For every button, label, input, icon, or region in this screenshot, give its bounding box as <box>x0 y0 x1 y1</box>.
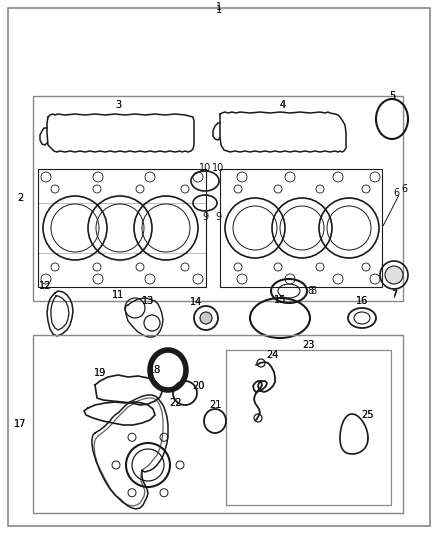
Text: 5: 5 <box>389 91 395 101</box>
Text: 3: 3 <box>115 100 121 110</box>
Text: 22: 22 <box>169 398 181 408</box>
Text: 13: 13 <box>142 296 154 306</box>
Text: 7: 7 <box>391 290 397 300</box>
Text: 10: 10 <box>212 163 224 173</box>
Text: 25: 25 <box>361 410 373 420</box>
Text: 2: 2 <box>17 193 23 203</box>
Text: 24: 24 <box>266 350 278 360</box>
Text: 10: 10 <box>199 163 211 173</box>
Text: 3: 3 <box>115 100 121 110</box>
Bar <box>226 350 391 505</box>
Text: 23: 23 <box>302 340 314 350</box>
Text: 15: 15 <box>274 295 286 305</box>
Text: 20: 20 <box>192 381 204 391</box>
Text: 6: 6 <box>393 188 399 198</box>
Text: 8: 8 <box>310 286 316 296</box>
Text: 23: 23 <box>302 340 314 350</box>
Text: 12: 12 <box>39 281 51 291</box>
Text: 15: 15 <box>274 295 286 305</box>
Text: 16: 16 <box>356 296 368 306</box>
Text: 25: 25 <box>361 410 373 420</box>
Bar <box>38 169 206 287</box>
Text: 4: 4 <box>280 100 286 110</box>
Text: 20: 20 <box>192 381 204 391</box>
Text: 14: 14 <box>190 297 202 307</box>
Text: 1: 1 <box>216 5 222 15</box>
Text: 19: 19 <box>94 368 106 378</box>
Text: 17: 17 <box>14 419 26 429</box>
Text: 11: 11 <box>112 290 124 300</box>
Text: 21: 21 <box>209 400 221 410</box>
Text: 16: 16 <box>356 296 368 306</box>
Text: 24: 24 <box>266 350 278 360</box>
Text: 9: 9 <box>215 212 221 222</box>
Text: 14: 14 <box>190 297 202 307</box>
Text: 1: 1 <box>216 2 222 12</box>
Text: 18: 18 <box>149 365 161 375</box>
Text: 12: 12 <box>39 281 51 291</box>
Ellipse shape <box>200 312 212 324</box>
Text: 4: 4 <box>280 100 286 110</box>
Text: 9: 9 <box>202 212 208 222</box>
Text: 11: 11 <box>112 290 124 300</box>
Text: 13: 13 <box>142 296 154 306</box>
Ellipse shape <box>385 266 403 284</box>
Bar <box>33 335 403 513</box>
Bar <box>33 96 403 301</box>
Text: 17: 17 <box>14 419 26 429</box>
Text: 7: 7 <box>391 288 397 298</box>
Text: 18: 18 <box>149 365 161 375</box>
Text: 19: 19 <box>94 368 106 378</box>
Text: 8: 8 <box>307 286 313 296</box>
Text: 2: 2 <box>17 193 23 203</box>
Bar <box>220 169 382 287</box>
Text: 6: 6 <box>401 184 407 194</box>
Text: 22: 22 <box>169 398 181 408</box>
Text: 5: 5 <box>389 91 395 101</box>
Text: 21: 21 <box>209 400 221 410</box>
